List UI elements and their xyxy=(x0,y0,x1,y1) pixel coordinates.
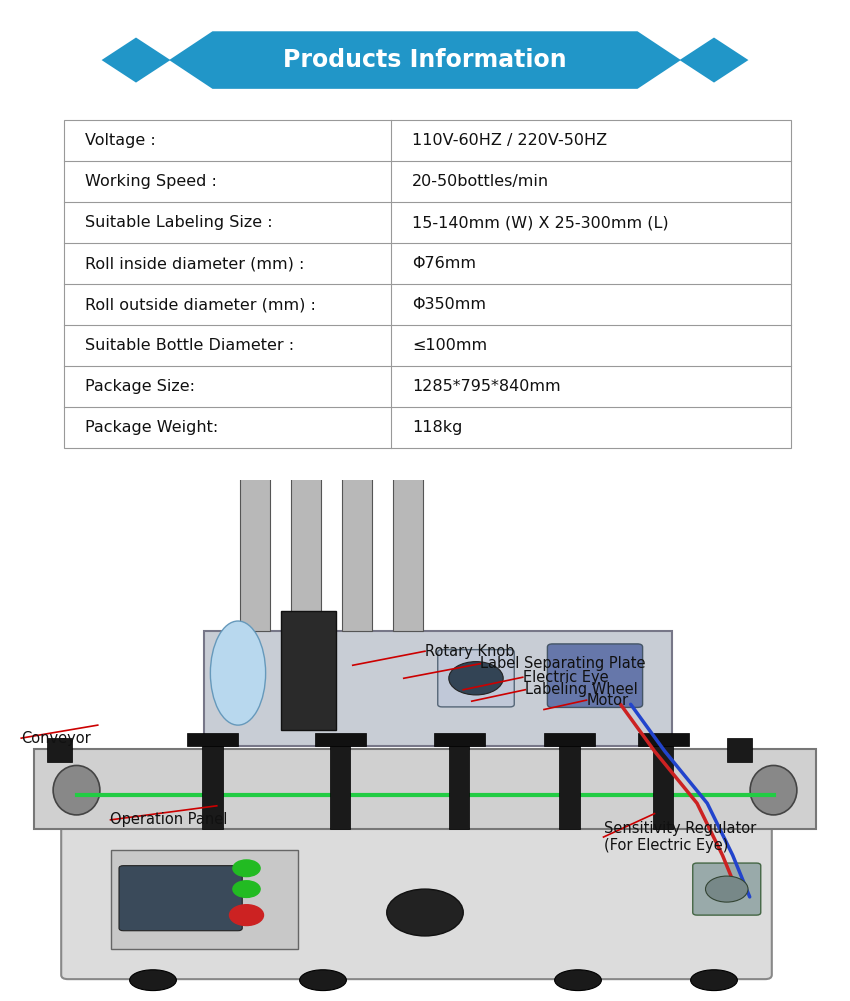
Text: Suitable Bottle Diameter :: Suitable Bottle Diameter : xyxy=(85,338,294,353)
Ellipse shape xyxy=(690,970,737,991)
Ellipse shape xyxy=(554,970,601,991)
Text: 15-140mm (W) X 25-300mm (L): 15-140mm (W) X 25-300mm (L) xyxy=(412,215,669,230)
Ellipse shape xyxy=(129,970,177,991)
Text: Electric Eye: Electric Eye xyxy=(523,670,609,685)
Text: ZONESUN: ZONESUN xyxy=(499,758,605,776)
Ellipse shape xyxy=(210,621,265,725)
Text: ≤100mm: ≤100mm xyxy=(412,338,487,353)
Text: 118kg: 118kg xyxy=(412,420,462,435)
Text: Φ350mm: Φ350mm xyxy=(412,297,486,312)
Bar xyxy=(330,736,350,829)
Bar xyxy=(240,464,270,632)
Text: Voltage :: Voltage : xyxy=(85,133,156,148)
Bar xyxy=(64,120,791,448)
FancyBboxPatch shape xyxy=(119,866,242,931)
Text: Products Information: Products Information xyxy=(283,48,567,72)
Ellipse shape xyxy=(299,970,347,991)
Polygon shape xyxy=(169,31,681,89)
Bar xyxy=(653,736,673,829)
Bar xyxy=(291,444,321,632)
Bar xyxy=(202,736,223,829)
Text: Roll inside diameter (mm) :: Roll inside diameter (mm) : xyxy=(85,256,304,271)
Text: Operation Panel: Operation Panel xyxy=(110,813,228,828)
Bar xyxy=(449,736,469,829)
Bar xyxy=(34,749,816,829)
Bar xyxy=(727,738,752,762)
Text: Suitable Labeling Size :: Suitable Labeling Size : xyxy=(85,215,273,230)
Bar xyxy=(187,733,238,746)
Bar xyxy=(342,475,372,632)
Circle shape xyxy=(387,889,463,936)
Bar xyxy=(544,733,595,746)
Circle shape xyxy=(449,662,503,695)
Ellipse shape xyxy=(750,766,796,815)
Bar xyxy=(434,733,484,746)
Text: Label Separating Plate: Label Separating Plate xyxy=(480,657,646,672)
Text: Labeling Wheel: Labeling Wheel xyxy=(525,683,638,698)
Text: Conveyor: Conveyor xyxy=(21,731,91,746)
Text: Motor: Motor xyxy=(586,693,629,708)
Bar xyxy=(393,454,423,632)
Circle shape xyxy=(233,881,260,898)
Bar xyxy=(280,611,336,731)
Text: Package Weight:: Package Weight: xyxy=(85,420,218,435)
Bar xyxy=(47,738,72,762)
Circle shape xyxy=(706,876,748,902)
Bar xyxy=(314,733,366,746)
FancyBboxPatch shape xyxy=(61,825,772,979)
Text: 20-50bottles/min: 20-50bottles/min xyxy=(412,174,549,189)
Text: Working Speed :: Working Speed : xyxy=(85,174,217,189)
Text: ZONESUN: ZONESUN xyxy=(202,700,308,719)
Bar xyxy=(204,632,672,746)
Text: Rotary Knob: Rotary Knob xyxy=(425,644,514,659)
Polygon shape xyxy=(101,37,170,83)
Circle shape xyxy=(233,860,260,877)
Polygon shape xyxy=(680,37,748,83)
Text: 1285*795*840mm: 1285*795*840mm xyxy=(412,379,561,394)
Text: Roll outside diameter (mm) :: Roll outside diameter (mm) : xyxy=(85,297,316,312)
Bar xyxy=(559,736,580,829)
FancyBboxPatch shape xyxy=(547,644,643,708)
Bar xyxy=(110,850,298,949)
Circle shape xyxy=(230,905,264,926)
FancyBboxPatch shape xyxy=(693,863,761,915)
Bar xyxy=(638,733,688,746)
Ellipse shape xyxy=(53,766,100,815)
Text: Package Size:: Package Size: xyxy=(85,379,195,394)
Text: Φ76mm: Φ76mm xyxy=(412,256,476,271)
FancyBboxPatch shape xyxy=(438,650,514,707)
Text: 110V-60HZ / 220V-50HZ: 110V-60HZ / 220V-50HZ xyxy=(412,133,607,148)
Text: Sensitivity Regulator
(For Electric Eye): Sensitivity Regulator (For Electric Eye) xyxy=(604,821,756,853)
